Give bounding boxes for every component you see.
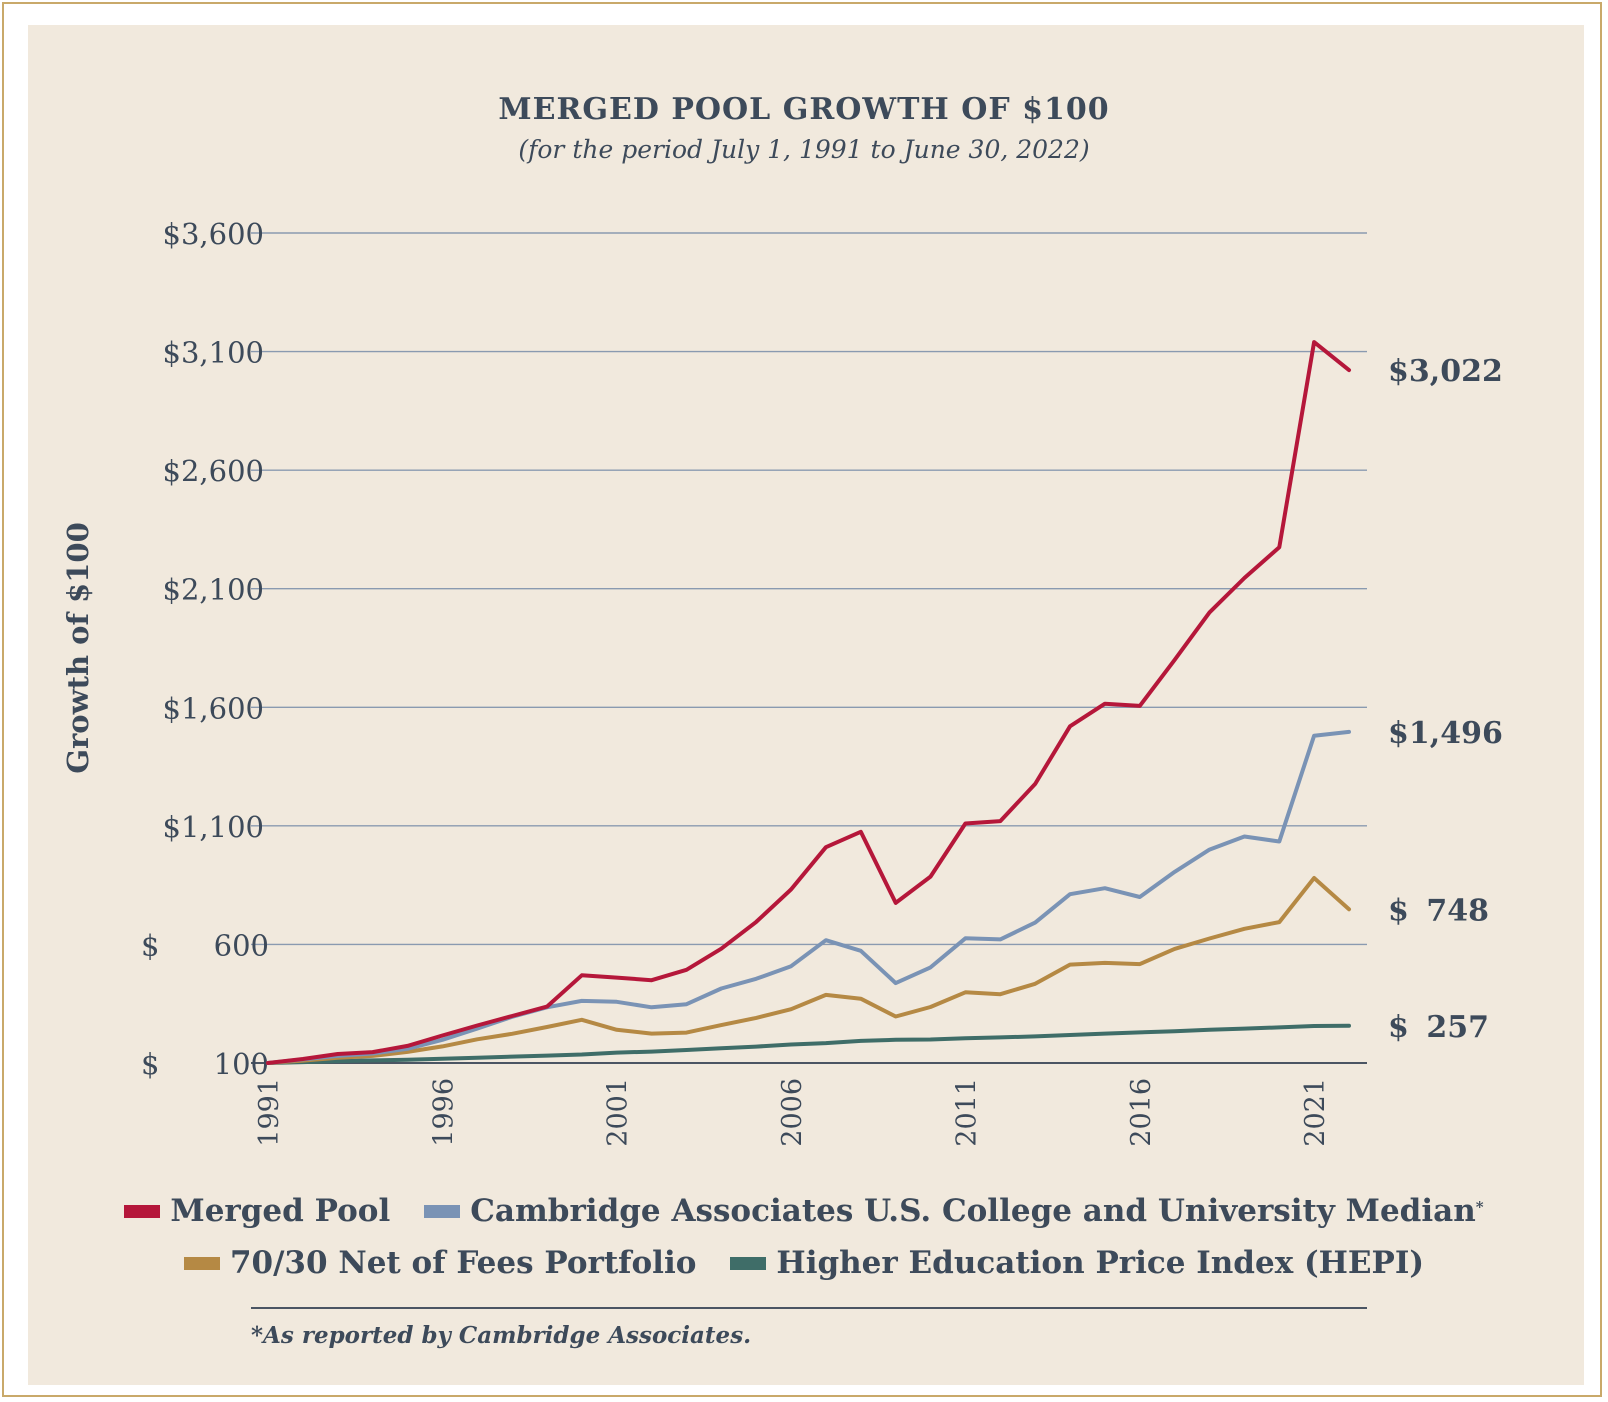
y-tick-dollar: $ (141, 1047, 159, 1081)
legend-swatch-cambridge-median (424, 1204, 461, 1218)
end-label-number: 257 (1426, 1010, 1489, 1045)
legend-item-cambridge-median: Cambridge Associates U.S. College and Un… (424, 1193, 1484, 1229)
end-label-number: $1,496 (1388, 716, 1503, 751)
legend-label-cambridge-median: Cambridge Associates U.S. College and Un… (470, 1193, 1476, 1229)
y-tick-number: 100 (214, 1047, 269, 1081)
end-label-number: 748 (1426, 893, 1489, 928)
legend-label-70-30-portfolio: 70/30 Net of Fees Portfolio (229, 1245, 697, 1281)
y-tick-number: $1,100 (163, 810, 264, 844)
series-end-label: $3,022 (1388, 354, 1503, 389)
y-tick-label: $2,600 (163, 454, 264, 488)
chart-panel (28, 25, 1584, 1385)
y-tick-number: $2,100 (163, 573, 264, 607)
chart-subtitle: (for the period July 1, 1991 to June 30,… (518, 135, 1090, 164)
chart-title: MERGED POOL GROWTH OF $100 (498, 92, 1110, 127)
footnote: *As reported by Cambridge Associates. (251, 1322, 752, 1349)
y-axis-tick-labels: $100$ 600$1,100$1,600$2,100$2,600$3,100$3… (141, 217, 269, 1081)
y-tick-number: $3,100 (163, 336, 264, 370)
legend-swatch-hepi (730, 1256, 767, 1270)
y-tick-number: 600 (214, 928, 269, 962)
y-tick-number: $1,600 (163, 691, 264, 725)
y-tick-label: $1,100 (163, 810, 264, 844)
y-tick-number: $3,600 (163, 217, 264, 251)
legend-item-hepi: Higher Education Price Index (HEPI) (730, 1245, 1424, 1281)
x-tick-label: 2001 (603, 1078, 634, 1147)
series-lines (266, 340, 1351, 1065)
legend-swatch-70-30-portfolio (183, 1256, 220, 1270)
x-tick-label: 2006 (777, 1078, 808, 1147)
footnote-divider (251, 1307, 1367, 1309)
y-tick-label: $3,600 (163, 217, 264, 251)
legend: Merged Pool Cambridge Associates U.S. Co… (0, 1185, 1608, 1289)
x-tick-label: 2021 (1300, 1078, 1331, 1147)
y-tick-label: $3,100 (163, 336, 264, 370)
y-tick-number: $2,600 (163, 454, 264, 488)
legend-item-merged-pool: Merged Pool (124, 1193, 390, 1229)
gridlines (251, 232, 1367, 1064)
x-tick-label: 2016 (1126, 1078, 1157, 1147)
series-line (266, 1023, 1351, 1065)
x-tick-label: 2011 (951, 1078, 982, 1147)
y-tick-label: $2,100 (163, 573, 264, 607)
series-end-label: $1,496 (1388, 716, 1503, 751)
line-chart: $100$ 600$1,100$1,600$2,100$2,600$3,100$3… (61, 217, 1503, 1147)
y-tick-dollar: $ (141, 928, 159, 962)
legend-item-70-30-portfolio: 70/30 Net of Fees Portfolio (183, 1245, 697, 1281)
x-tick-label: 1996 (428, 1078, 459, 1147)
end-label-dollar: $ (1388, 1010, 1409, 1045)
y-tick-label: $1,600 (163, 691, 264, 725)
end-label-dollar: $ (1388, 893, 1409, 928)
series-end-label: $748 (1388, 893, 1489, 928)
legend-footnote-mark: * (1475, 1198, 1484, 1216)
x-tick-label: 1991 (254, 1078, 285, 1147)
legend-label-hepi: Higher Education Price Index (HEPI) (776, 1245, 1425, 1281)
series-line (266, 340, 1351, 1065)
end-label-number: $3,022 (1388, 354, 1503, 389)
y-tick-label: $600 (141, 928, 269, 962)
x-axis-tick-labels: 1991 1996 2001 2006 2011 2016 2021 (254, 1078, 1331, 1147)
y-axis-label: Growth of $100 (61, 522, 95, 774)
y-tick-label: $100 (141, 1047, 269, 1081)
series-line (266, 876, 1351, 1065)
series-end-label: $257 (1388, 1010, 1489, 1045)
series-end-labels: $3,022$1,496$ 748$ 257 (1388, 354, 1503, 1045)
legend-label-merged-pool: Merged Pool (170, 1193, 391, 1229)
legend-row-2: 70/30 Net of Fees Portfolio Higher Educa… (0, 1237, 1608, 1289)
legend-row-1: Merged Pool Cambridge Associates U.S. Co… (0, 1185, 1608, 1237)
legend-swatch-merged-pool (124, 1204, 161, 1218)
series-line (266, 729, 1351, 1065)
